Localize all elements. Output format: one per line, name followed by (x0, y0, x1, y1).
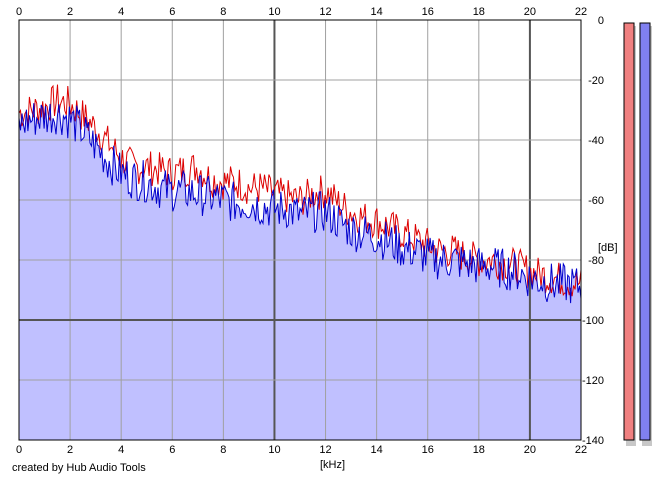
plot-frame (18, 19, 582, 441)
x-tick-label-top: 22 (575, 6, 587, 18)
level-meter-left (623, 22, 635, 441)
y-tick-label: -140 (582, 435, 604, 447)
x-tick-label-top: 20 (524, 6, 536, 18)
series-layer (18, 84, 582, 304)
x-axis-unit: [kHz] (320, 459, 345, 471)
y-tick-label: -100 (582, 315, 604, 327)
x-tick-label-bottom: 16 (422, 444, 434, 456)
y-axis-unit: [dB] (598, 242, 618, 254)
x-tick-labels-bottom: 0 2 4 6 8 10 12 14 16 18 20 22 (16, 444, 587, 456)
spectrum-line-red (18, 84, 582, 297)
x-tick-label-bottom: 2 (67, 444, 73, 456)
x-tick-label-top: 10 (268, 6, 280, 18)
x-tick-label-top: 0 (16, 6, 22, 18)
credit-text: created by Hub Audio Tools (12, 462, 146, 474)
x-tick-label-bottom: 6 (169, 444, 175, 456)
spectrum-fill (19, 103, 581, 440)
spectrum-line-blue (18, 103, 582, 304)
x-tick-label-bottom: 22 (575, 444, 587, 456)
y-tick-label: -120 (582, 375, 604, 387)
y-tick-label: 0 (598, 15, 604, 27)
x-tick-label-bottom: 20 (524, 444, 536, 456)
x-tick-label-bottom: 8 (220, 444, 226, 456)
x-tick-label-top: 4 (118, 6, 124, 18)
x-tick-label-top: 18 (473, 6, 485, 18)
x-tick-label-top: 6 (169, 6, 175, 18)
level-meters (623, 22, 652, 446)
y-tick-label: -40 (588, 135, 604, 147)
x-tick-label-bottom: 0 (16, 444, 22, 456)
x-tick-label-bottom: 12 (319, 444, 331, 456)
y-tick-label: -20 (588, 75, 604, 87)
y-tick-label: -60 (588, 195, 604, 207)
y-tick-label: -80 (588, 255, 604, 267)
x-tick-label-bottom: 4 (118, 444, 124, 456)
x-tick-label-top: 8 (220, 6, 226, 18)
x-tick-label-top: 14 (371, 6, 383, 18)
x-tick-label-bottom: 18 (473, 444, 485, 456)
x-tick-label-bottom: 10 (268, 444, 280, 456)
x-tick-label-top: 16 (422, 6, 434, 18)
spectrum-fill-layer (19, 103, 581, 440)
x-tick-label-bottom: 14 (371, 444, 383, 456)
x-tick-labels-top: 0 2 4 6 8 10 12 14 16 18 20 22 (16, 6, 587, 18)
level-meter-right (639, 22, 651, 441)
y-tick-labels: 0 -20 -40 -60 -80 -100 -120 -140 (582, 15, 604, 447)
x-tick-label-top: 12 (319, 6, 331, 18)
x-tick-label-top: 2 (67, 6, 73, 18)
